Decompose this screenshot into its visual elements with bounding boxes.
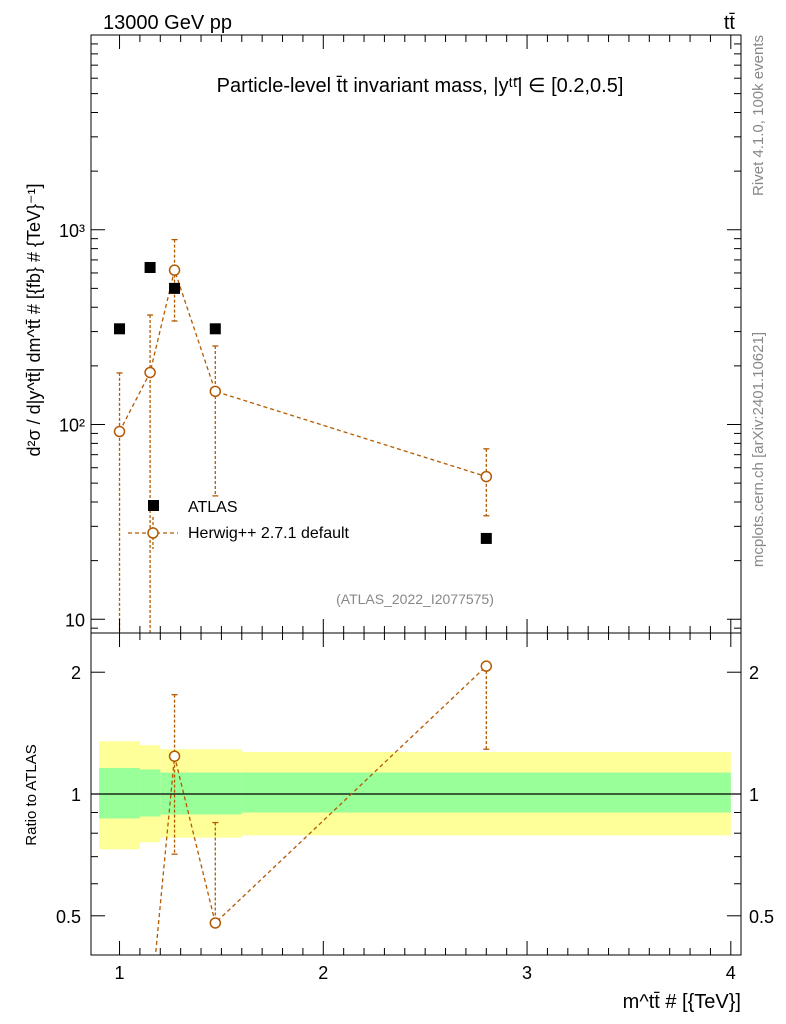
ratio-y-tick-label-right: 0.5 [749, 907, 774, 927]
uncertainty-band-inner [99, 767, 140, 819]
atlas-point [144, 261, 156, 273]
x-tick-label: 4 [726, 963, 736, 983]
ratio-point [209, 917, 222, 929]
herwig-point [144, 366, 156, 379]
y-tick-label: 10² [59, 416, 85, 436]
legend-marker-herwig [147, 527, 159, 539]
herwig-point [113, 425, 126, 438]
atlas-point [209, 323, 221, 335]
ratio-y-label: Ratio to ATLAS [23, 744, 40, 845]
process-label: tt̄ [724, 12, 736, 34]
ratio-line [154, 665, 487, 955]
main-clip-group [113, 238, 493, 633]
ratio-series [154, 660, 493, 955]
analysis-watermark: (ATLAS_2022_I2077575) [336, 591, 494, 607]
ratio-bands [91, 741, 741, 850]
x-tick-label: 3 [522, 963, 532, 983]
main-axis-ticks: 10 10² 10³ [59, 34, 741, 630]
legend-label-herwig: Herwig++ 2.7.1 default [188, 525, 350, 542]
rivet-label: Rivet 4.1.0, 100k events [750, 35, 767, 196]
y-axis-label: d²σ / d|y^tt̄| dm^tt̄ # [{fb} # {TeV}⁻¹] [24, 184, 44, 457]
uncertainty-band-inner [241, 772, 731, 813]
y-tick-label: 10 [65, 610, 85, 630]
plot-title: Particle-level t̄t invariant mass, |yᵗᵗ̄… [217, 75, 624, 97]
herwig-point [209, 385, 222, 398]
main-series [113, 238, 493, 633]
y-tick-label: 10³ [59, 221, 85, 241]
main-frame [90, 34, 742, 634]
atlas-point [169, 282, 181, 294]
ratio-y-tick-label: 0.5 [56, 907, 81, 927]
legend-marker-atlas [148, 500, 159, 511]
x-tick-label: 2 [318, 963, 328, 983]
ratio-clip-group [154, 660, 493, 955]
ratio-point [480, 660, 493, 672]
ratio-axis-ticks: 0.5 0.5 1 1 2 2 [56, 663, 774, 956]
ratio-y-tick-label: 1 [71, 785, 81, 805]
atlas-point [480, 532, 492, 544]
herwig-point [168, 264, 181, 276]
uncertainty-band-inner [139, 769, 161, 817]
x-axis: 1 2 3 4 [115, 35, 736, 983]
legend-label-atlas: ATLAS [188, 499, 238, 516]
x-tick-label: 1 [115, 963, 125, 983]
ratio-point [168, 750, 181, 762]
legend: ATLAS Herwig++ 2.7.1 default [128, 499, 350, 549]
x-axis-label: m^tt̄ # [{TeV}] [623, 991, 741, 1013]
mcplots-label: mcplots.cern.ch [arXiv:2401.10621] [750, 332, 767, 567]
atlas-point [114, 323, 126, 335]
ratio-y-tick-label: 2 [71, 663, 81, 683]
energy-label: 13000 GeV pp [103, 12, 232, 34]
ratio-frame [90, 632, 742, 956]
ratio-y-tick-label-right: 1 [749, 785, 759, 805]
ratio-y-tick-label-right: 2 [749, 663, 759, 683]
herwig-point [480, 470, 493, 483]
